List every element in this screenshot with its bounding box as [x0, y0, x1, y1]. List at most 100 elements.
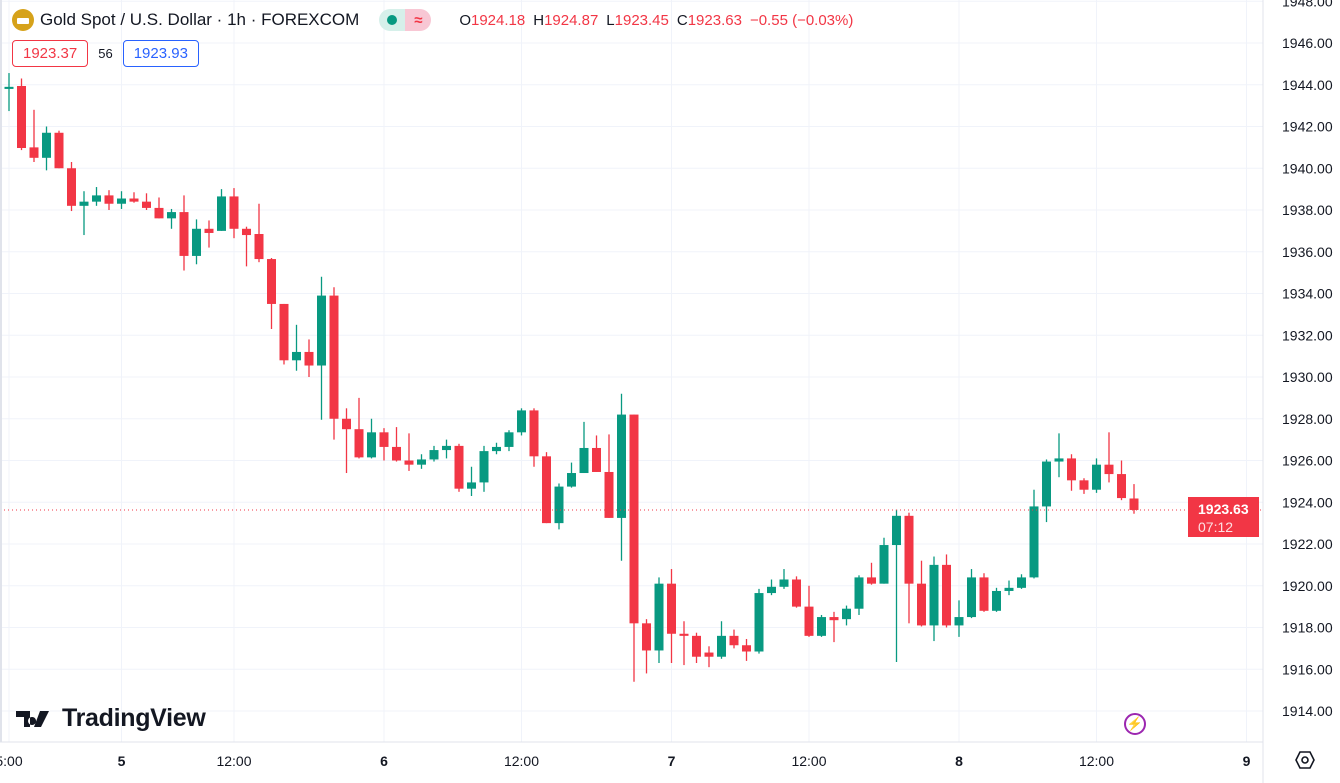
- candle-body-up: [1029, 506, 1039, 578]
- logo-text: TradingView: [62, 704, 206, 732]
- y-tick-label: 1936.00: [1282, 244, 1333, 260]
- x-tick-label: 12:00: [504, 753, 539, 769]
- candle-body-up: [717, 635, 726, 657]
- candle-body-down: [54, 132, 64, 169]
- candle-body-down: [179, 212, 189, 256]
- candle-body-up: [567, 473, 576, 487]
- candle-body-down: [692, 635, 701, 657]
- x-tick-label: 8: [955, 753, 963, 769]
- y-tick-label: 1946.00: [1282, 35, 1333, 51]
- candle-body-up: [167, 212, 176, 219]
- candle-body-down: [917, 583, 926, 626]
- y-tick-label: 1916.00: [1282, 661, 1333, 677]
- candle-body-up: [317, 295, 326, 366]
- candle-body-down: [642, 623, 651, 651]
- candle-body-up: [879, 545, 889, 584]
- last-price-value: 1923.63: [1198, 501, 1249, 517]
- candle-body-down: [592, 447, 601, 472]
- candle-body-down: [792, 579, 801, 607]
- candle-body-up: [517, 410, 526, 433]
- x-tick-label: 12:00: [791, 753, 826, 769]
- candle-body-up: [417, 459, 426, 465]
- candle-body-down: [1129, 498, 1139, 510]
- y-tick-label: 1926.00: [1282, 453, 1333, 469]
- symbol-title[interactable]: Gold Spot / U.S. Dollar · 1h · FOREXCOM: [40, 10, 360, 29]
- candle-body-down: [454, 445, 464, 489]
- candle-body-down: [267, 259, 276, 304]
- close-value: 1923.63: [687, 11, 742, 29]
- candle-body-up: [1092, 464, 1101, 490]
- tradingview-logo-icon: [16, 710, 49, 727]
- candle-body-down: [242, 228, 251, 236]
- candle-body-up: [554, 486, 564, 524]
- candle-body-up: [754, 593, 764, 652]
- candle-body-down: [604, 471, 614, 518]
- candle-body-down: [1104, 464, 1114, 475]
- candle-body-down: [1117, 474, 1126, 499]
- candle-body-up: [579, 447, 589, 474]
- candle-body-down: [729, 635, 739, 646]
- ohlc-values: O 1924.18 H 1924.87 L 1923.45 C 1923.63 −0.5…: [451, 12, 853, 29]
- candle-body-up: [954, 617, 964, 626]
- candle-body-up: [467, 482, 476, 489]
- candle-body-up: [617, 414, 626, 518]
- candle-body-up: [92, 195, 101, 202]
- x-tick-label: 5: [118, 753, 126, 769]
- candle-body-up: [854, 577, 864, 609]
- settings-hexagon-icon[interactable]: [1294, 749, 1316, 771]
- candle-body-up: [79, 201, 89, 206]
- candle-body-down: [204, 228, 214, 233]
- last-price-label: 1923.63 07:12: [1188, 497, 1259, 537]
- x-tick-label: 6: [380, 753, 388, 769]
- x-tick-label: 9: [1243, 753, 1251, 769]
- chart-legend: Gold Spot / U.S. Dollar · 1h · FOREXCOM …: [12, 8, 853, 32]
- y-tick-label: 1944.00: [1282, 77, 1333, 93]
- candle-body-down: [629, 414, 639, 624]
- candle-body-up: [442, 445, 451, 451]
- candle-body-up: [492, 446, 501, 452]
- candle-body-down: [254, 234, 264, 260]
- candle-body-up: [42, 132, 51, 158]
- candle-body-up: [429, 450, 439, 460]
- high-label: H: [533, 11, 545, 29]
- candle-body-up: [767, 586, 776, 594]
- candle-body-down: [29, 147, 39, 158]
- sell-button[interactable]: 1923.37: [12, 40, 89, 67]
- change-value: −0.55 (−0.03%): [749, 11, 854, 29]
- green-dot-icon: [379, 9, 406, 31]
- candle-body-down: [354, 429, 364, 458]
- candle-body-up: [479, 451, 489, 483]
- wave-icon: ≈: [405, 9, 432, 31]
- candle-body-down: [804, 606, 814, 636]
- candle-body-down: [904, 515, 914, 584]
- candle-body-up: [1017, 577, 1026, 588]
- candle-body-up: [4, 86, 14, 89]
- candle-body-down: [67, 168, 76, 206]
- candle-body-up: [967, 577, 976, 618]
- status-pill[interactable]: ≈: [379, 9, 432, 31]
- candle-body-down: [679, 633, 689, 636]
- candle-body-up: [504, 432, 514, 447]
- candle-body-up: [1054, 458, 1064, 462]
- candle-body-up: [842, 608, 851, 620]
- candle-body-down: [404, 460, 414, 465]
- buy-button[interactable]: 1923.93: [122, 40, 199, 67]
- y-tick-label: 1930.00: [1282, 369, 1333, 385]
- candle-body-down: [104, 195, 114, 204]
- left-edge-strip: [0, 0, 2, 742]
- tradingview-logo[interactable]: TradingView: [16, 704, 206, 733]
- y-tick-label: 1932.00: [1282, 327, 1333, 343]
- candle-body-down: [979, 577, 989, 611]
- candle-body-up: [217, 196, 226, 231]
- y-tick-label: 1922.00: [1282, 536, 1333, 552]
- lightning-icon[interactable]: ⚡: [1124, 713, 1146, 735]
- y-tick-label: 1924.00: [1282, 494, 1333, 510]
- close-label: C: [676, 11, 688, 29]
- x-tick-label: 12:00: [1079, 753, 1114, 769]
- candle-body-down: [329, 295, 339, 419]
- candle-body-down: [379, 432, 389, 447]
- candle-body-down: [942, 564, 951, 626]
- y-tick-label: 1948.00: [1282, 0, 1333, 9]
- candle-body-down: [17, 86, 26, 149]
